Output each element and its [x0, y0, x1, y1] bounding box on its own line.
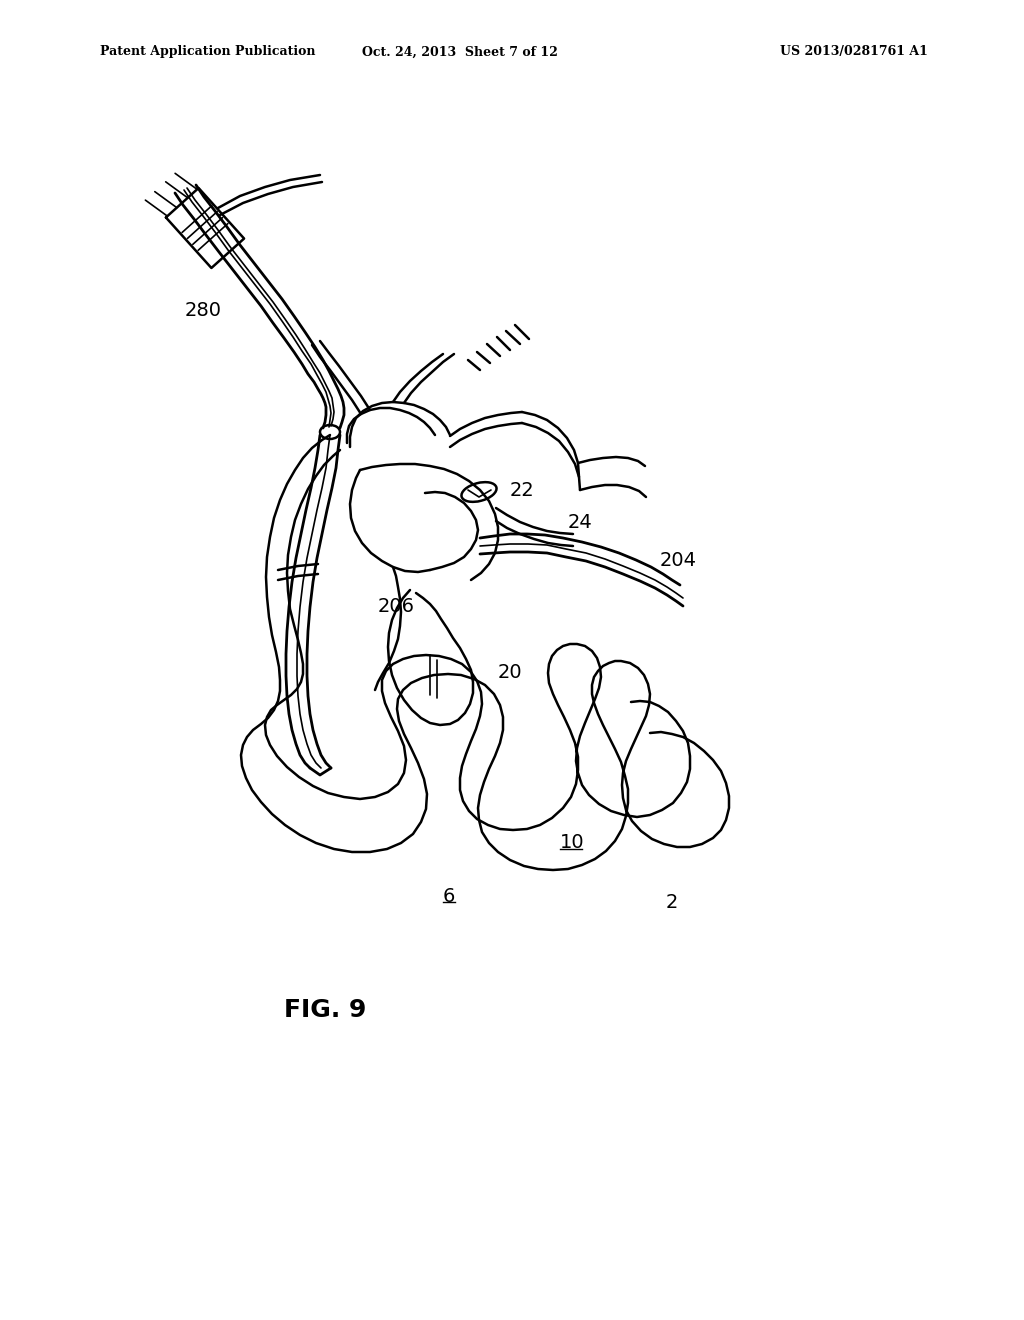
- Text: 280: 280: [185, 301, 222, 319]
- Text: 204: 204: [660, 550, 697, 569]
- Ellipse shape: [319, 425, 340, 440]
- Text: US 2013/0281761 A1: US 2013/0281761 A1: [780, 45, 928, 58]
- Text: 206: 206: [378, 597, 415, 615]
- Text: 6: 6: [443, 887, 456, 906]
- Text: 20: 20: [498, 663, 522, 681]
- Text: 10: 10: [560, 833, 585, 853]
- Text: Oct. 24, 2013  Sheet 7 of 12: Oct. 24, 2013 Sheet 7 of 12: [362, 45, 558, 58]
- Text: 22: 22: [510, 480, 535, 499]
- Text: Patent Application Publication: Patent Application Publication: [100, 45, 315, 58]
- Ellipse shape: [462, 482, 497, 502]
- Text: 24: 24: [568, 512, 593, 532]
- Text: FIG. 9: FIG. 9: [284, 998, 367, 1022]
- Text: 2: 2: [666, 894, 678, 912]
